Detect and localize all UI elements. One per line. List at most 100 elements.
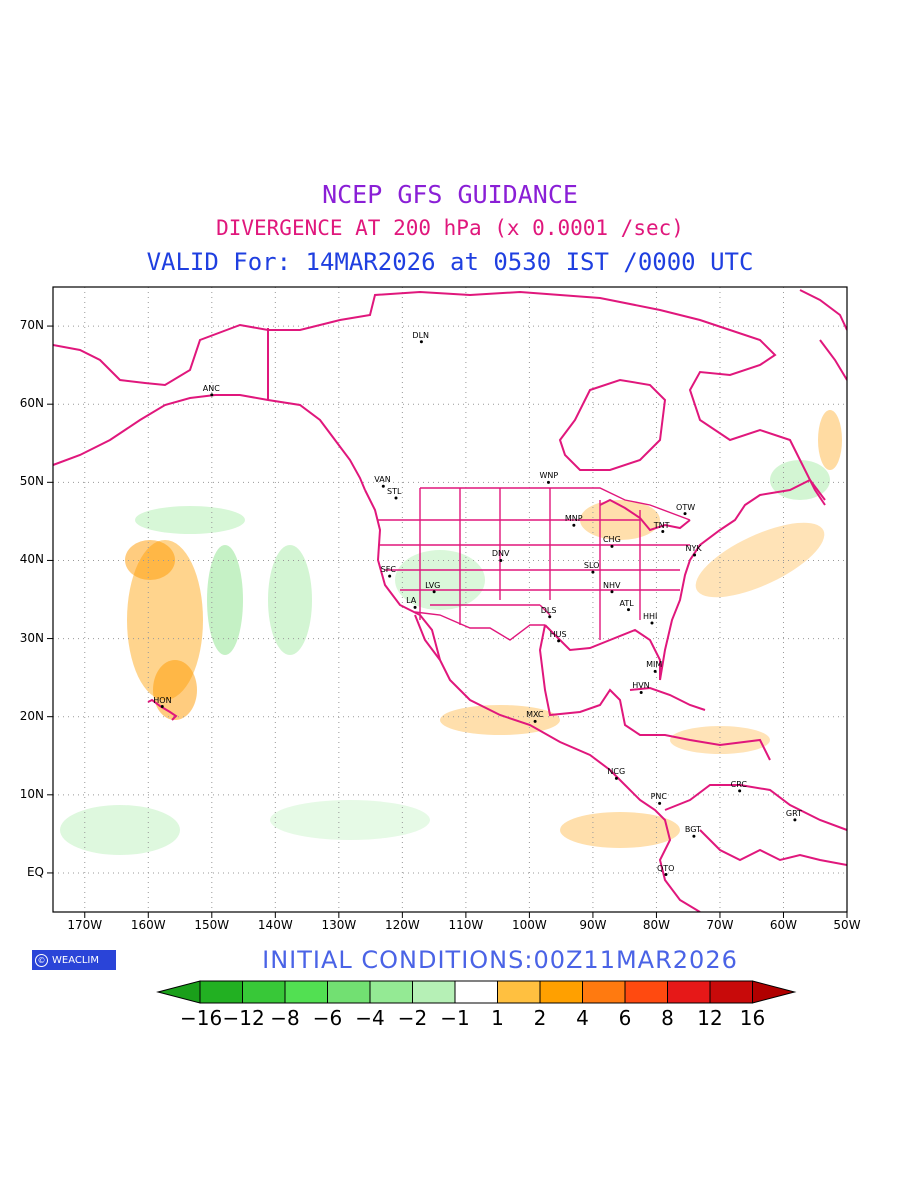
colorbar-label: 16 (739, 1006, 766, 1030)
divergence-patch (125, 540, 175, 580)
city-label: STL (387, 486, 402, 496)
city-marker (557, 639, 561, 643)
city-label: HHI (642, 611, 658, 621)
city-label: SFC (380, 565, 396, 575)
city-marker (664, 873, 668, 876)
lon-label: 70W (706, 918, 734, 932)
lat-label: 30N (19, 630, 44, 645)
city-marker (610, 544, 614, 548)
divergence-patch (153, 660, 197, 720)
city-marker (639, 690, 643, 694)
city-label: MXC (526, 710, 544, 720)
colorbar-swatch (242, 980, 286, 1004)
city-label: DLN (412, 330, 430, 340)
chart-subtitle: DIVERGENCE AT 200 hPa (x 0.0001 /sec) (216, 216, 684, 240)
city-marker (499, 558, 503, 562)
colorbar-label: −1 (440, 1006, 470, 1030)
lon-label: 80W (642, 918, 670, 932)
city-label: CRC (730, 779, 747, 789)
colorbar-label: 1 (491, 1006, 504, 1030)
city-marker (614, 776, 618, 780)
colorbar-swatch (199, 980, 243, 1004)
city-marker (653, 669, 657, 673)
city-label: HON (153, 695, 172, 705)
city-marker (548, 615, 552, 619)
city-label: TNT (653, 520, 670, 530)
convergence-patch (395, 550, 485, 610)
city-marker (388, 574, 392, 578)
city-marker (626, 608, 630, 612)
colorbar-label: 8 (661, 1006, 674, 1030)
city-marker (432, 590, 436, 594)
lat-label: 40N (19, 552, 44, 567)
divergence-patch (695, 522, 825, 598)
colorbar-label: 6 (618, 1006, 632, 1030)
city-label: CHG (602, 535, 621, 545)
city-label: NYK (685, 543, 702, 553)
city-marker (610, 590, 614, 594)
city-marker (793, 818, 797, 822)
city-label: HUS (549, 629, 567, 639)
colorbar-label: −12 (222, 1006, 265, 1030)
lon-label: 150W (194, 918, 230, 932)
city-label: GRT (785, 808, 802, 818)
city-marker (419, 340, 423, 344)
colorbar-label: −6 (312, 1006, 343, 1030)
copyright-icon: © (35, 953, 48, 967)
lon-label: 110W (448, 918, 484, 932)
city-label: VAN (374, 475, 391, 485)
city-marker (210, 393, 214, 397)
lat-label: 60N (19, 396, 44, 411)
colorbar-arrow-right (752, 980, 797, 1004)
lon-label: 130W (321, 918, 357, 932)
lon-label: 120W (384, 918, 420, 932)
convergence-patch (270, 800, 430, 840)
colorbar-swatch (412, 980, 456, 1004)
logo-text: WEACLIM (52, 954, 100, 966)
city-label: MNP (564, 514, 583, 524)
city-label: QTO (656, 863, 675, 873)
colorbar-swatch (539, 980, 583, 1004)
city-marker (413, 605, 417, 609)
city-marker (692, 834, 696, 838)
lat-label: EQ (26, 864, 44, 879)
city-marker (661, 530, 665, 534)
colorbar-label: −8 (270, 1006, 300, 1030)
political-boundaries (378, 487, 691, 641)
colorbar-label: −16 (180, 1006, 223, 1030)
city-marker (533, 719, 537, 723)
city-marker (394, 496, 398, 500)
city-label: SLO (583, 561, 600, 571)
colorbar-label: 2 (533, 1006, 547, 1030)
axis-ticks (47, 325, 848, 918)
convergence-patch (207, 545, 243, 655)
city-label: MIM (646, 660, 663, 670)
city-label: ATL (619, 598, 634, 608)
city-marker (738, 789, 742, 793)
colorbar-label: −2 (397, 1006, 428, 1030)
city-marker (381, 484, 385, 488)
city-marker (160, 705, 164, 709)
colorbar-swatch (327, 980, 371, 1004)
colorbar-swatch (497, 980, 541, 1004)
divergence-patch (440, 705, 560, 735)
colorbar-swatch (582, 980, 626, 1004)
weaclim-logo: © WEACLIM (32, 950, 116, 970)
lon-label: 60W (769, 918, 798, 932)
city-marker (546, 480, 550, 484)
city-label: WNP (539, 471, 559, 481)
colorbar-label: 12 (697, 1006, 723, 1030)
city-marker (658, 801, 662, 805)
colorbar-swatch (667, 980, 711, 1004)
lon-label: 90W (579, 918, 607, 932)
city-label: LA (406, 596, 417, 606)
colorbar-swatch (454, 980, 498, 1004)
city-label: DNV (491, 549, 510, 559)
coastlines (53, 289, 847, 912)
lon-label: 50W (833, 918, 861, 932)
city-label: NHV (602, 580, 621, 590)
city-label: NCG (607, 767, 626, 777)
city-marker (693, 553, 697, 557)
divergence-patch (560, 812, 680, 848)
